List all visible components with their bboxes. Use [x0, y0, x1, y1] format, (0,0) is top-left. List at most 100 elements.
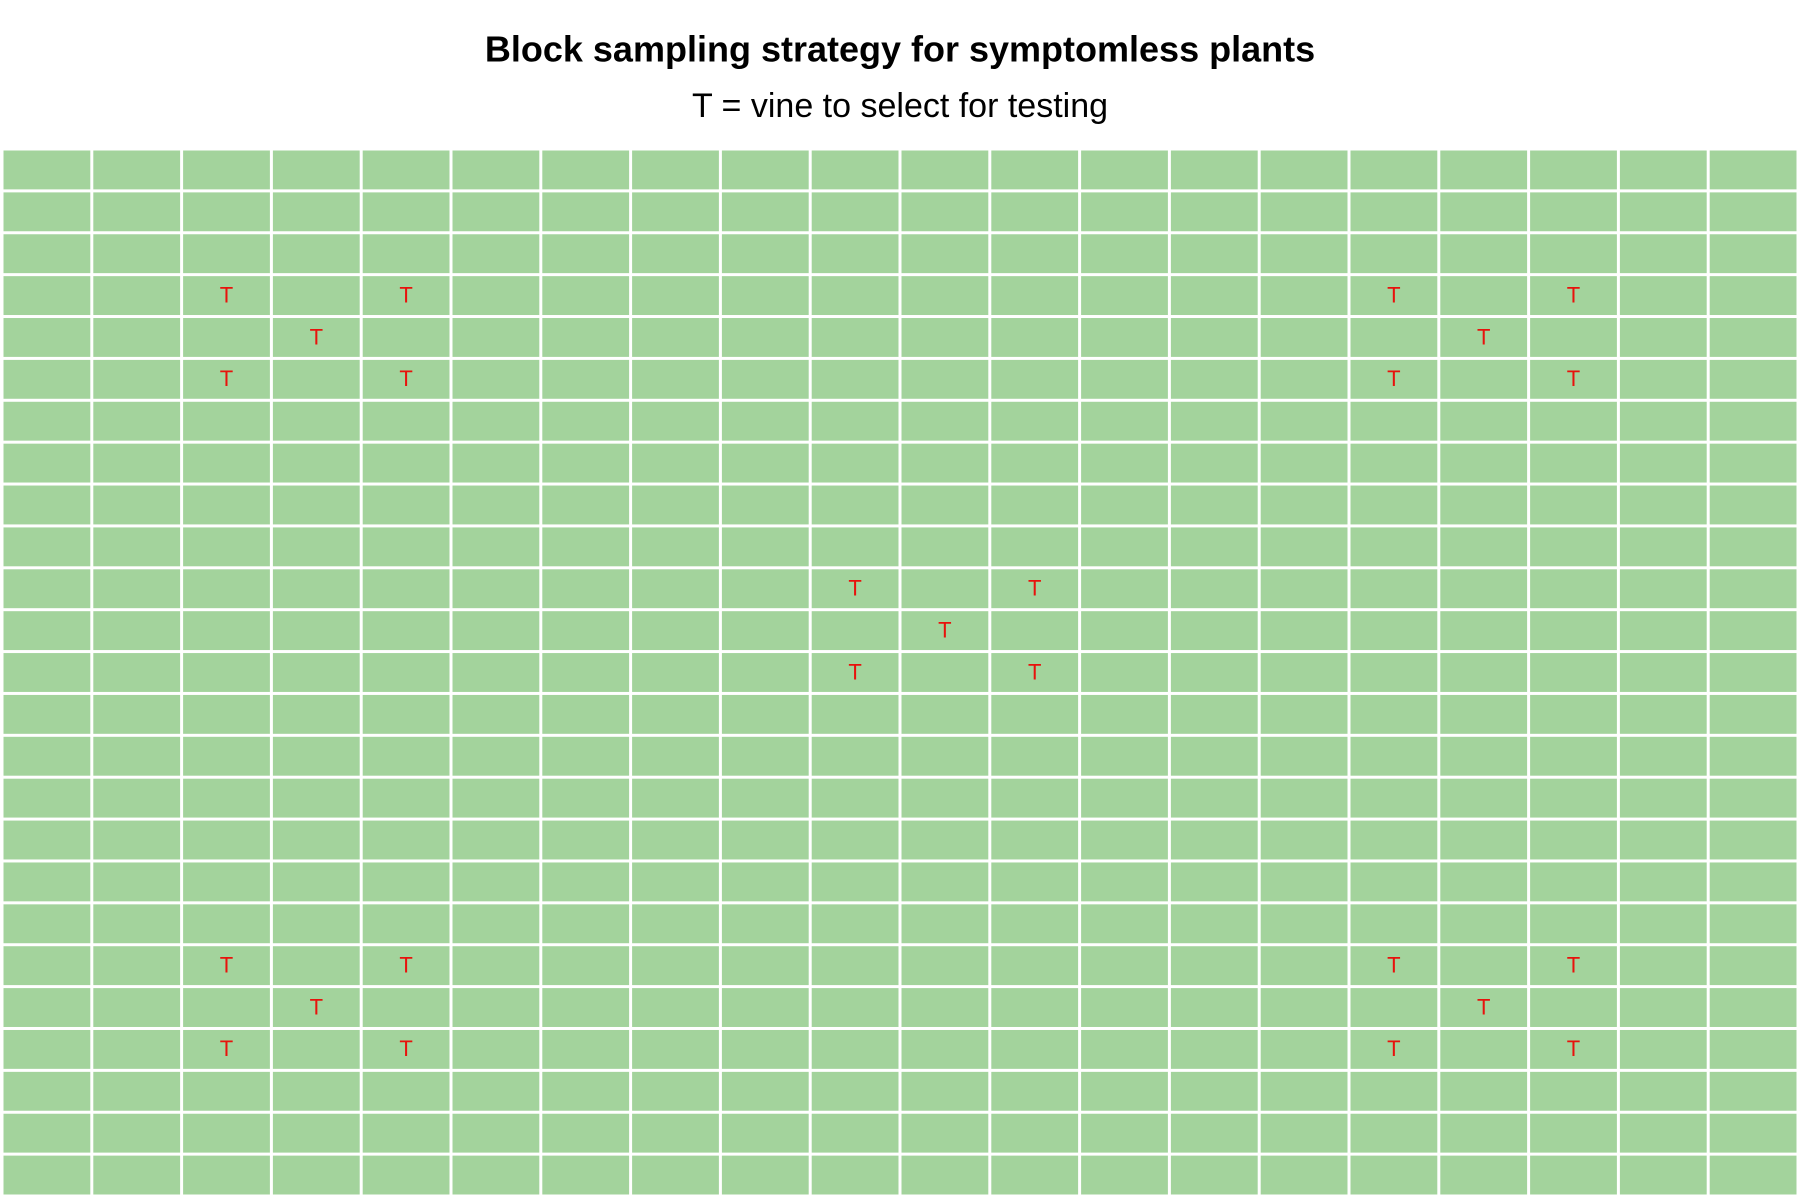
vine-cell: [811, 192, 899, 232]
vine-cell: [721, 443, 809, 483]
vine-cell: [452, 694, 540, 734]
vine-cell: [721, 1113, 809, 1153]
vine-cell: [1709, 318, 1797, 357]
vine-cell: [542, 150, 630, 190]
vine-cell: [811, 1155, 899, 1195]
vine-cell: [1440, 946, 1528, 986]
vine-cell: [1440, 527, 1528, 567]
vine-cell: [183, 401, 270, 441]
vine-cell: [1530, 401, 1617, 441]
vine-cell: [1350, 569, 1438, 609]
vine-cell: [452, 1113, 540, 1153]
vine-cell: [1440, 862, 1528, 902]
vine-cell: [1709, 485, 1797, 525]
vine-cell: [93, 443, 181, 483]
vine-cell: [93, 485, 181, 525]
vine-cell: [1619, 359, 1707, 399]
vine-cell: [1709, 527, 1797, 567]
vine-cell: [1709, 1155, 1797, 1195]
vine-cell: [811, 569, 899, 609]
vine-cell: [183, 611, 270, 651]
vine-cell: [632, 1029, 719, 1069]
vine-cell: [183, 1113, 270, 1153]
vine-cell: [991, 778, 1079, 818]
vine-cell: [1170, 359, 1258, 399]
vine-cell: [721, 694, 809, 734]
vine-cell: [811, 946, 899, 986]
vine-cell: [991, 946, 1079, 986]
vine-cell: [1440, 1113, 1528, 1153]
vine-cell: [3, 778, 91, 818]
vine-cell: [901, 820, 989, 860]
vine-cell: [542, 862, 630, 902]
vine-cell: [93, 653, 181, 692]
vine-cell: [991, 1155, 1079, 1195]
vine-cell: [542, 527, 630, 567]
vine-cell: [1530, 569, 1617, 609]
vine-cell: [272, 1155, 360, 1195]
vine-cell: [1350, 485, 1438, 525]
vine-cell: [362, 736, 450, 776]
vine-cell: [1530, 820, 1617, 860]
vine-cell: [1081, 1113, 1168, 1153]
vine-cell: [632, 150, 719, 190]
vine-cell: [721, 485, 809, 525]
vine-cell: [1350, 988, 1438, 1027]
vine-cell: [362, 443, 450, 483]
vine-cell: [93, 318, 181, 357]
vine-cell: [3, 485, 91, 525]
vine-cell: [183, 820, 270, 860]
vine-cell: [1709, 1113, 1797, 1153]
vine-cell: [452, 1071, 540, 1111]
vine-cell: [811, 778, 899, 818]
vine-cell: [1170, 1029, 1258, 1069]
vine-cell: [1350, 736, 1438, 776]
vine-cell: [1260, 611, 1348, 651]
vine-cell: [811, 234, 899, 274]
vine-cell: [1530, 611, 1617, 651]
test-vine-label: T: [1387, 1036, 1400, 1061]
vine-cell: [3, 1113, 91, 1153]
vine-cell: [1081, 611, 1168, 651]
vine-cell: [632, 359, 719, 399]
vine-cell: [721, 946, 809, 986]
vine-cell: [1081, 359, 1168, 399]
vine-cell: [3, 569, 91, 609]
vine-cell: [1170, 569, 1258, 609]
vine-cell: [632, 401, 719, 441]
vine-cell: [1709, 150, 1797, 190]
vine-cell: [1081, 234, 1168, 274]
vine-cell: [183, 318, 270, 357]
vine-cell: [3, 359, 91, 399]
vine-cell: [542, 1029, 630, 1069]
vine-cell: [1440, 401, 1528, 441]
vine-cell: [362, 150, 450, 190]
vine-cell: [1260, 276, 1348, 316]
vine-cell: [632, 1113, 719, 1153]
vine-cell: [721, 318, 809, 357]
test-vine-label: T: [1028, 576, 1041, 601]
vine-cell: [1081, 736, 1168, 776]
vine-cell: [1440, 904, 1528, 944]
vine-cell: [1440, 485, 1528, 525]
vine-cell: [1530, 359, 1617, 399]
vine-cell: [272, 1071, 360, 1111]
vine-cell: [991, 988, 1079, 1027]
vine-cell: [1350, 359, 1438, 399]
vine-cell: [93, 904, 181, 944]
vine-cell: [362, 653, 450, 692]
vine-cell: [183, 946, 270, 986]
vine-cell: [542, 946, 630, 986]
vine-cell: [93, 946, 181, 986]
vine-cell: [542, 778, 630, 818]
vine-cell: [901, 653, 989, 692]
vine-cell: [1350, 1071, 1438, 1111]
vine-cell: [272, 820, 360, 860]
vine-cell: [1709, 359, 1797, 399]
vine-cell: [183, 192, 270, 232]
vine-cell: [632, 736, 719, 776]
vine-cell: [183, 653, 270, 692]
test-vine-label: T: [399, 282, 412, 307]
vine-cell: [1081, 318, 1168, 357]
vine-cell: [93, 1113, 181, 1153]
